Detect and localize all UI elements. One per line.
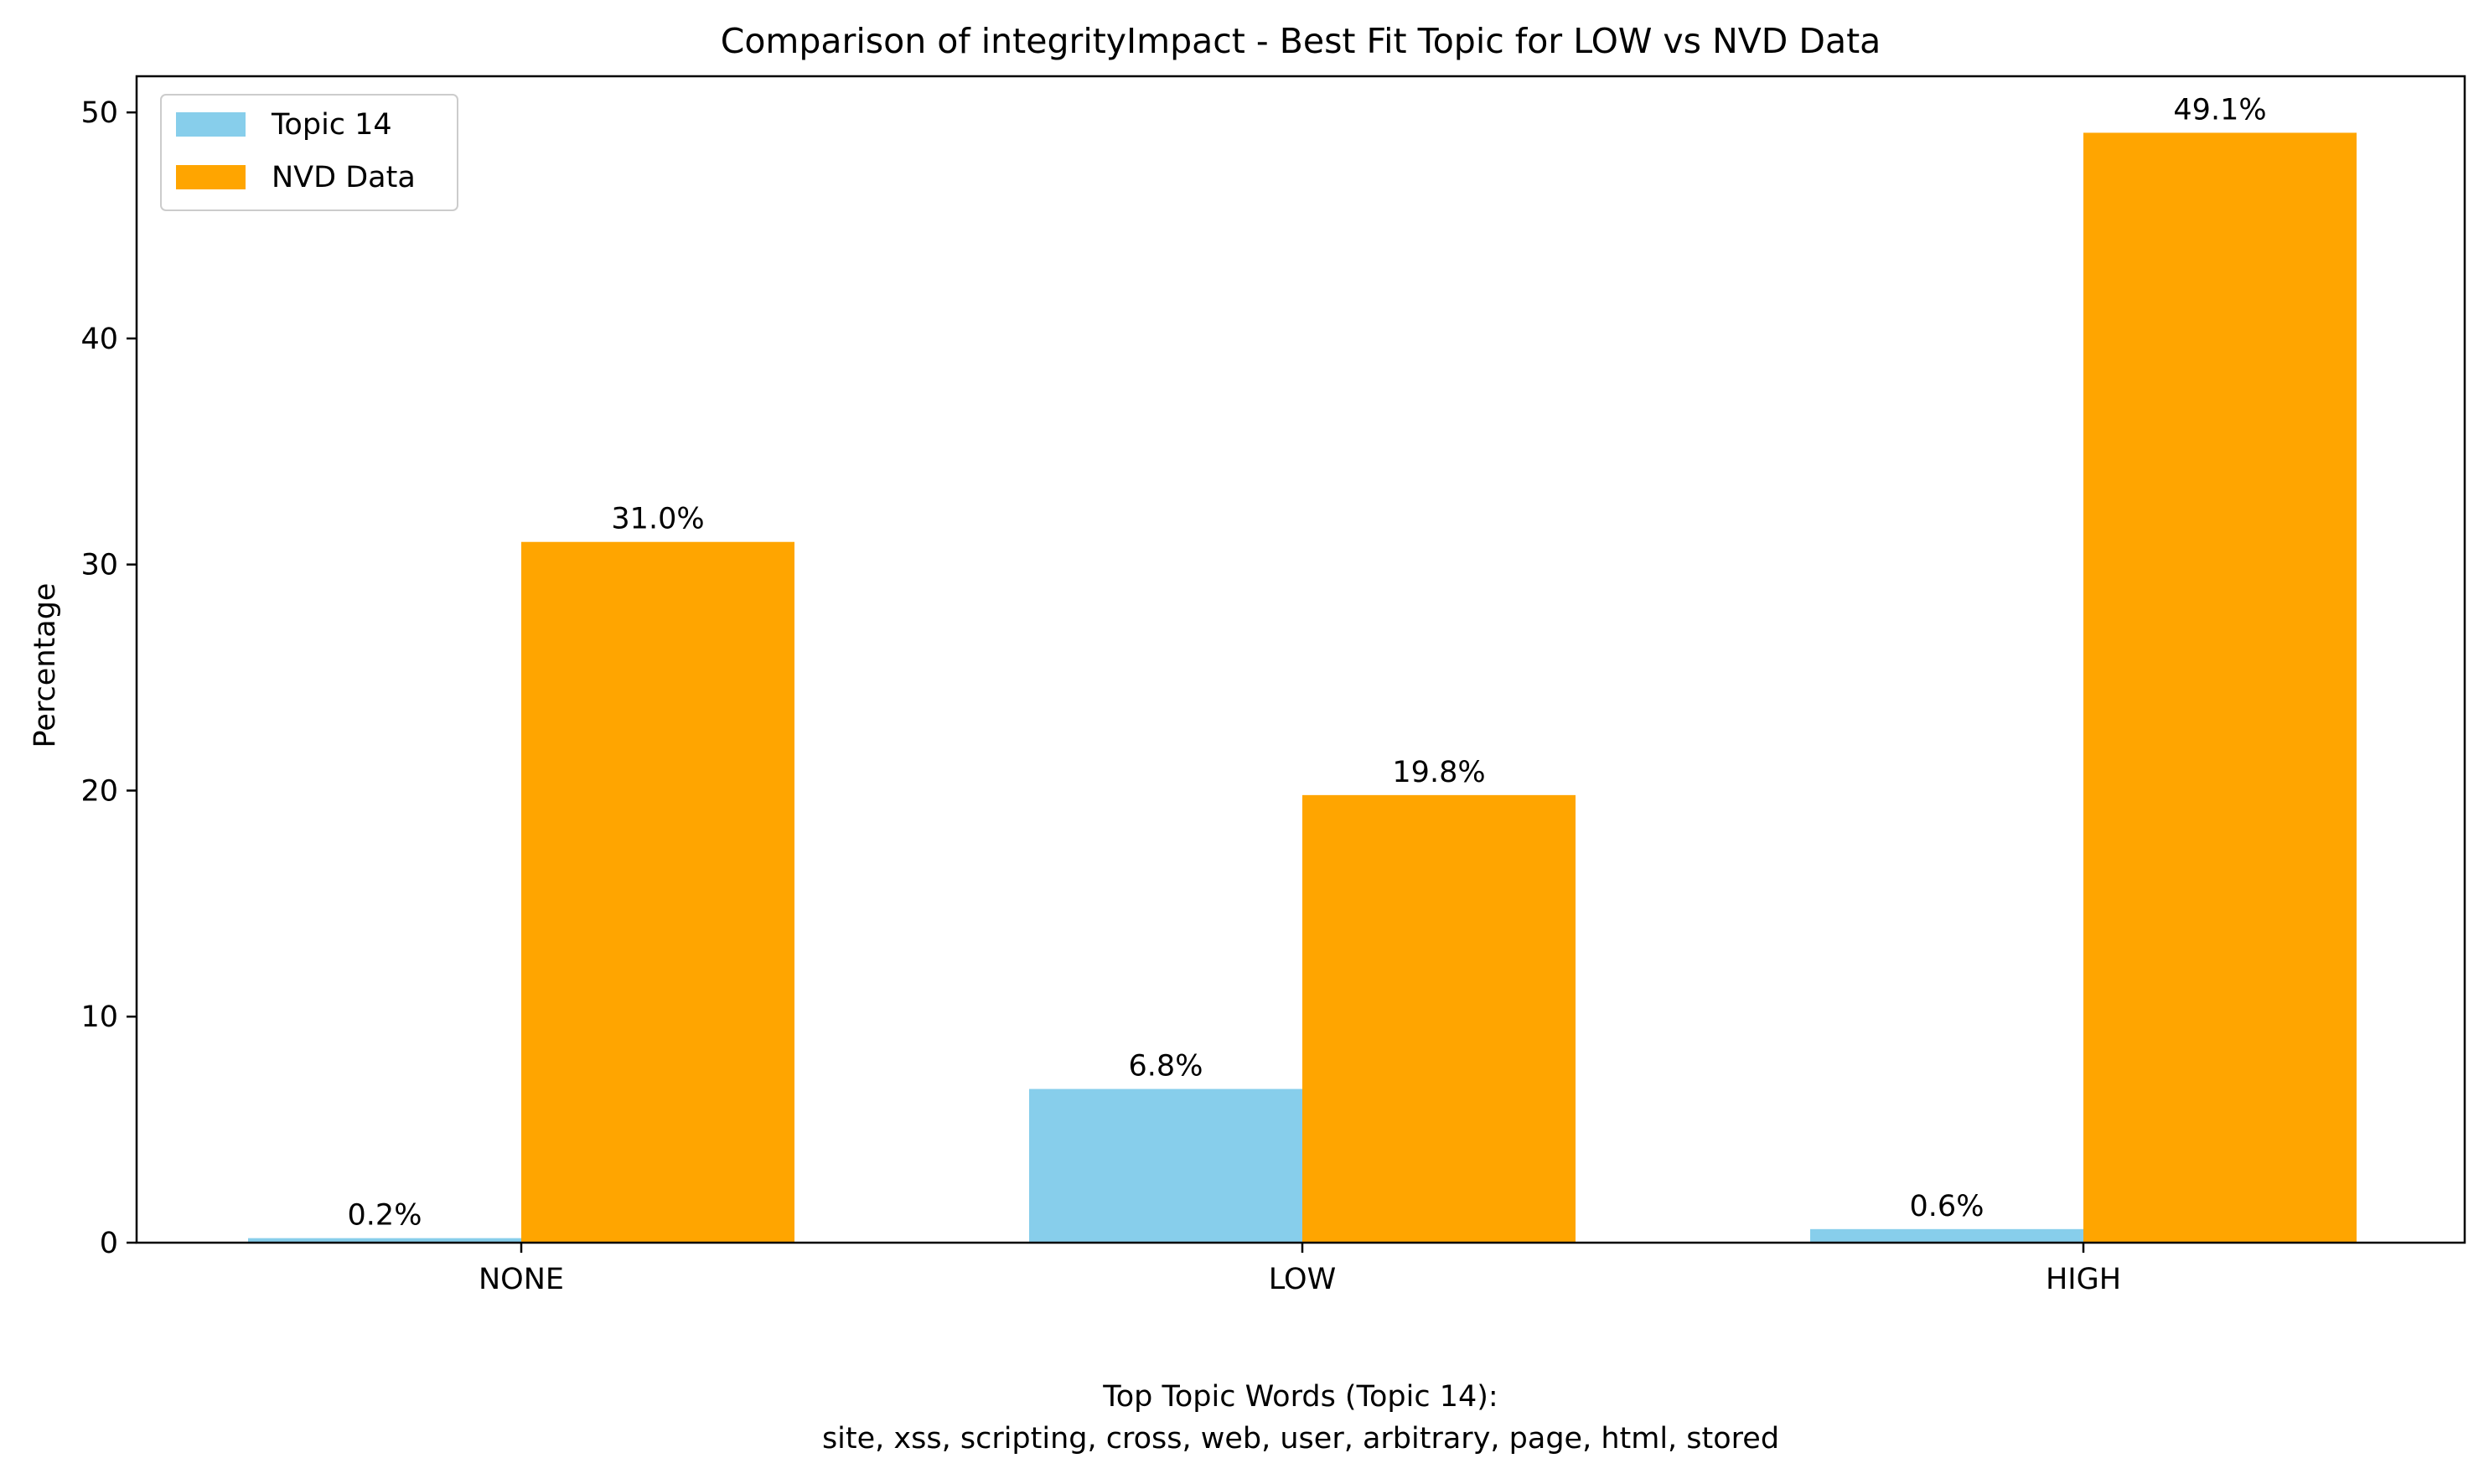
footer-topic-words: site, xss, scripting, cross, web, user, …	[822, 1422, 1779, 1456]
bar-nvd-data-high	[2083, 132, 2357, 1243]
data-label-topic-14-high: 0.6%	[1910, 1190, 1984, 1223]
chart-title: Comparison of integrityImpact - Best Fit…	[721, 21, 1881, 61]
bar-nvd-data-low	[1302, 794, 1576, 1243]
plot-area-frame	[135, 75, 2466, 1244]
bar-topic-14-none	[248, 1238, 521, 1243]
legend-label-nvd-data: NVD Data	[272, 161, 416, 194]
y-tick-label-50: 50	[80, 96, 118, 130]
x-tick-label-low: LOW	[1269, 1263, 1336, 1296]
y-tick-label-10: 10	[80, 1001, 118, 1034]
y-axis-label: Percentage	[28, 583, 62, 748]
y-tick-label-20: 20	[80, 774, 118, 808]
y-tick-label-0: 0	[100, 1227, 118, 1260]
bar-nvd-data-none	[521, 541, 794, 1243]
bar-topic-14-low	[1029, 1088, 1302, 1243]
ticks-layer: 0 10 20 30 40 50 NONE LOW HIGH	[80, 96, 2121, 1296]
data-label-topic-14-low: 6.8%	[1129, 1050, 1203, 1083]
legend-label-topic-14: Topic 14	[271, 108, 392, 142]
x-tick-label-high: HIGH	[2046, 1263, 2121, 1296]
legend-swatch-nvd-data	[176, 165, 246, 189]
data-label-topic-14-none: 0.2%	[348, 1199, 422, 1233]
footer-title: Top Topic Words (Topic 14):	[1102, 1380, 1498, 1414]
legend-swatch-topic-14	[176, 112, 246, 137]
legend: Topic 14 NVD Data	[160, 94, 458, 211]
bar-topic-14-high	[1810, 1228, 2083, 1243]
x-tick-label-none: NONE	[479, 1263, 564, 1296]
data-label-nvd-data-none: 31.0%	[611, 503, 704, 536]
data-label-nvd-data-low: 19.8%	[1392, 756, 1485, 789]
y-tick-label-30: 30	[80, 549, 118, 582]
data-label-nvd-data-high: 49.1%	[2173, 93, 2266, 127]
bars-layer: 0.2% 31.0% 6.8% 19.8% 0.6% 49.1%	[248, 93, 2357, 1243]
y-tick-label-40: 40	[80, 323, 118, 356]
